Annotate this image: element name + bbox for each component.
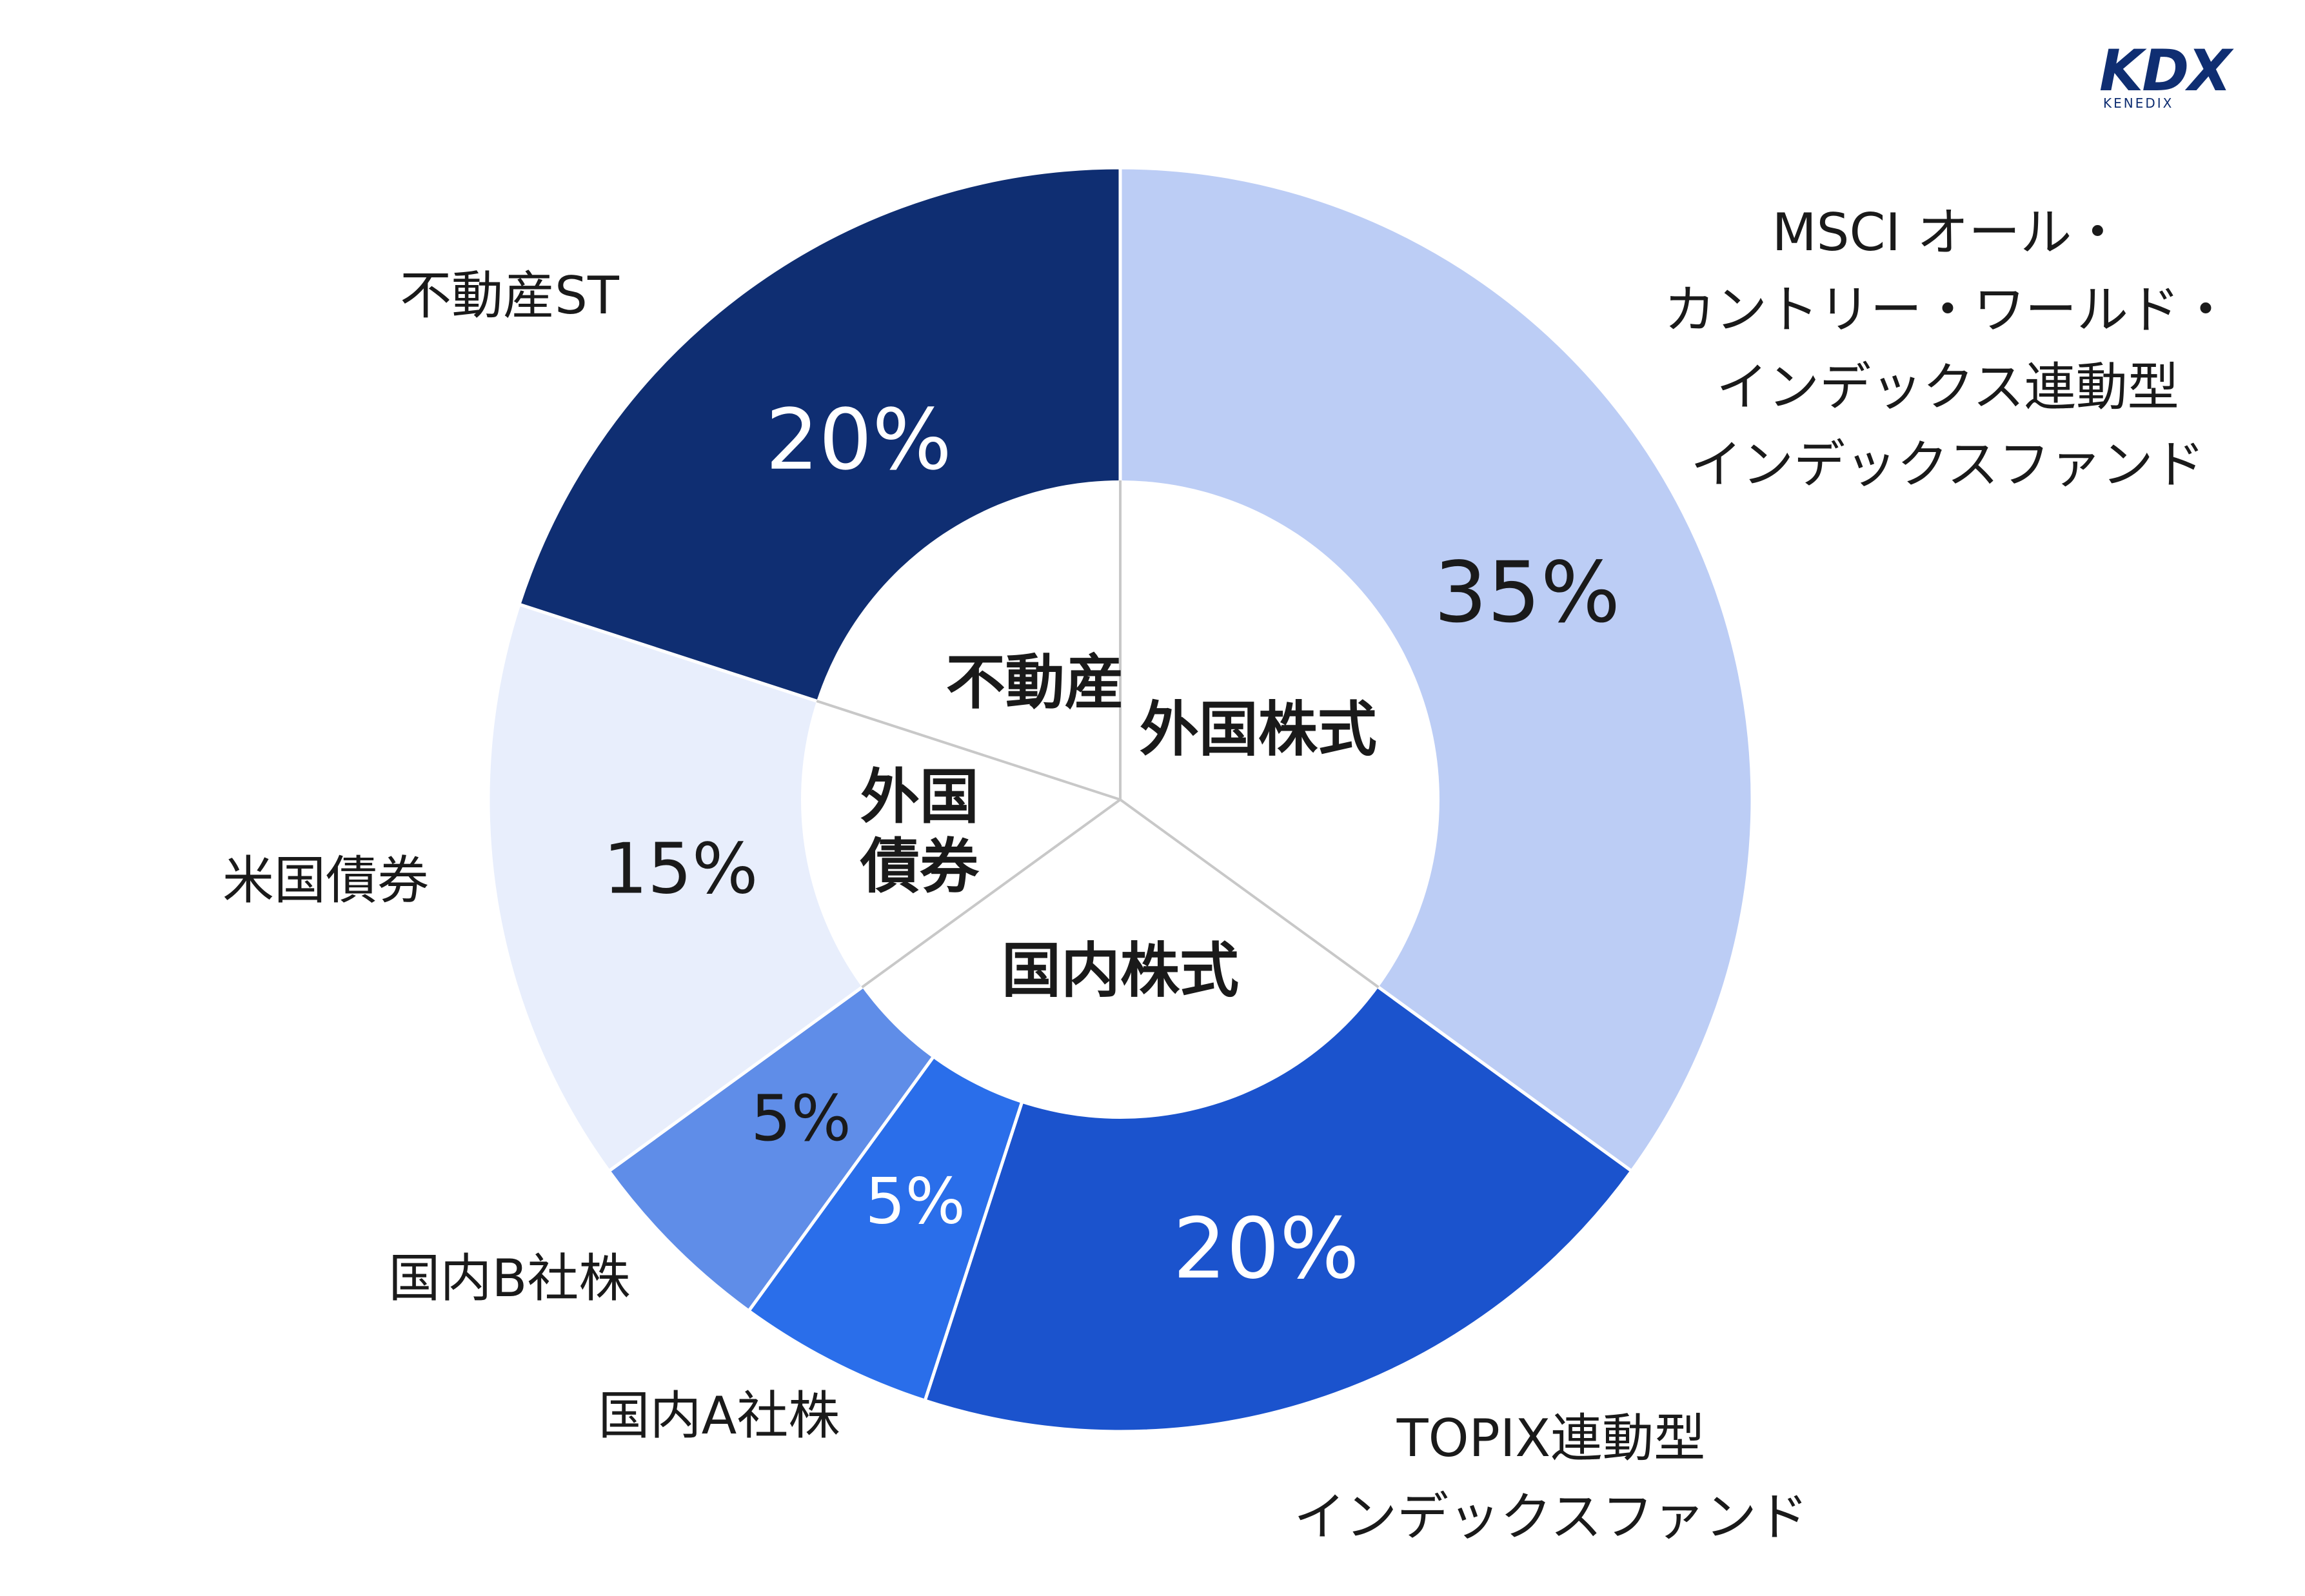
- kdx-logo: KDX KENEDIX: [2099, 37, 2254, 110]
- value-label-4: 5%: [751, 1082, 851, 1156]
- inner-divider-4: [816, 700, 1121, 801]
- value-label-2: 20%: [1173, 1199, 1360, 1297]
- inner-divider-2: [1119, 798, 1380, 989]
- value-label-3: 5%: [865, 1165, 965, 1239]
- inner-label-3: 外国債券: [860, 762, 980, 901]
- category-label-1: MSCI オール・カントリー・ワールド・インデックス連動型インデックスファンド: [1664, 202, 2231, 495]
- value-label-6: 20%: [766, 391, 952, 489]
- inner-label-2: 国内株式: [1002, 936, 1239, 1005]
- slice-1: [1118, 166, 1754, 1174]
- inner-divider-3: [861, 798, 1122, 989]
- logo-mark: KDX: [2099, 37, 2231, 104]
- outer-labels: MSCI オール・カントリー・ワールド・インデックス連動型インデックスファンド T…: [223, 202, 2231, 1547]
- category-label-4: 国内B社株: [389, 1248, 631, 1308]
- value-labels: 35% 20% 5%5% 15% 20%: [603, 391, 1620, 1297]
- slice-5: [486, 602, 1124, 1174]
- category-label-5: 米国債券: [223, 851, 429, 911]
- logo-sub: KENEDIX: [2103, 95, 2174, 111]
- category-label-3: 国内A社株: [599, 1386, 840, 1446]
- inner-label-4: 不動産: [946, 647, 1124, 716]
- category-label-2: TOPIX連動型インデックスファンド: [1294, 1408, 1808, 1547]
- value-label-1: 35%: [1434, 544, 1620, 642]
- value-label-5: 15%: [603, 829, 758, 909]
- inner-dividers: [816, 480, 1380, 989]
- category-label-6: 不動産ST: [400, 266, 620, 326]
- inner-label-1: 外国株式: [1140, 695, 1377, 764]
